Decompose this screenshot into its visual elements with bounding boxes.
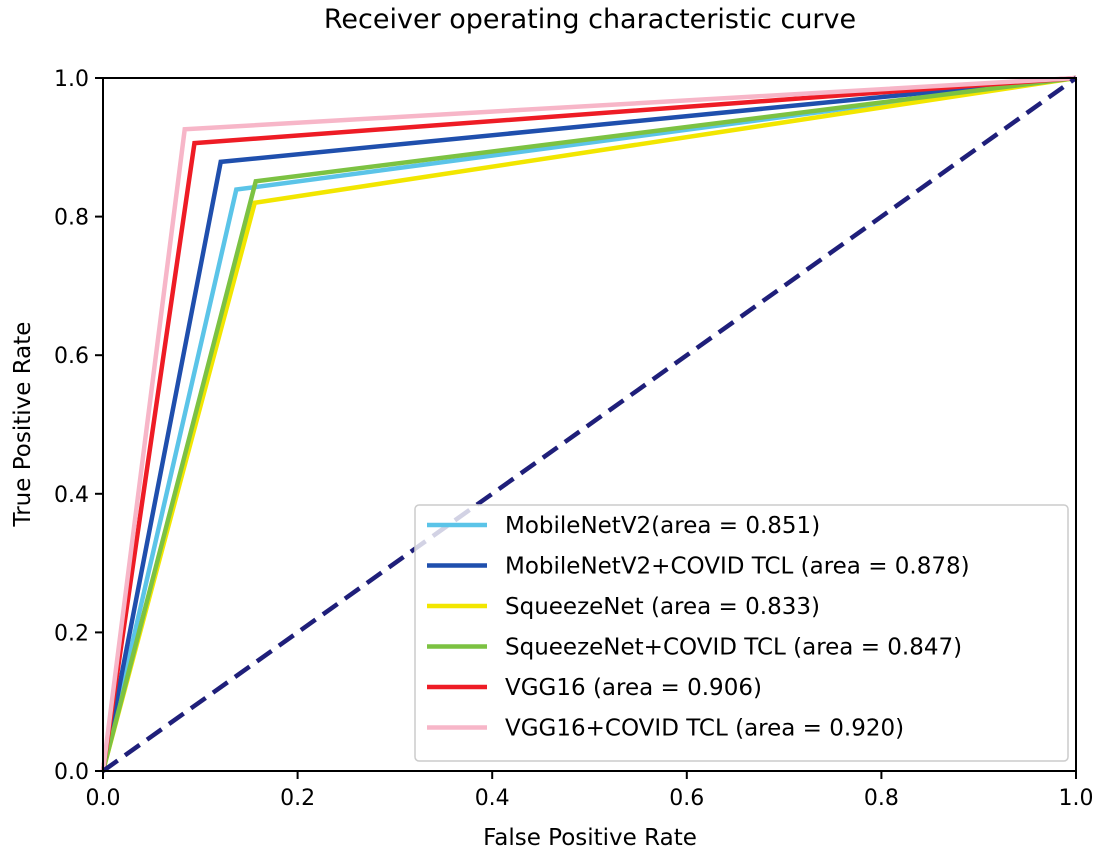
y-tick-label-0: 0.0 xyxy=(54,760,89,785)
legend-box xyxy=(414,504,1069,762)
plot-area xyxy=(100,75,1078,773)
x-tick-label-4: 0.8 xyxy=(864,786,899,811)
legend-label-1: MobileNetV2+COVID TCL (area = 0.878) xyxy=(505,554,970,580)
series-line-3 xyxy=(100,75,1077,772)
x-tick-label-3: 0.6 xyxy=(669,786,704,811)
x-axis-label: False Positive Rate xyxy=(483,825,697,851)
y-tick-label-1: 0.2 xyxy=(54,621,89,646)
legend-label-5: VGG16+COVID TCL (area = 0.920) xyxy=(505,716,904,742)
chart-title: Receiver operating characteristic curve xyxy=(324,4,856,35)
y-tick-label-3: 0.6 xyxy=(54,344,89,369)
x-tick-label-0: 0.0 xyxy=(86,786,121,811)
x-tick-label-1: 0.2 xyxy=(280,786,315,811)
y-tick-label-2: 0.4 xyxy=(54,483,89,508)
series-line-5 xyxy=(100,75,1077,772)
legend-label-2: SqueezeNet (area = 0.833) xyxy=(505,594,820,620)
plot-frame xyxy=(102,77,1077,772)
legend-label-3: SqueezeNet+COVID TCL (area = 0.847) xyxy=(505,635,962,661)
series-line-4 xyxy=(100,75,1077,772)
x-tick-label-2: 0.4 xyxy=(475,786,510,811)
y-tick-label-5: 1.0 xyxy=(54,67,89,92)
y-axis-label: True Positive Rate xyxy=(10,322,36,528)
legend: MobileNetV2(area = 0.851) MobileNetV2+COV… xyxy=(414,504,1069,762)
x-tick-label-5: 1.0 xyxy=(1059,786,1094,811)
series-line-1 xyxy=(100,75,1077,772)
axis-ticks: 0.0 0.2 0.4 0.6 0.8 1.0 0.0 0.2 0.4 0.6 0.8 1.0 xyxy=(54,67,1094,811)
legend-label-0: MobileNetV2(area = 0.851) xyxy=(505,513,820,539)
diagonal-reference-line xyxy=(101,76,1078,773)
y-tick-label-4: 0.8 xyxy=(54,206,89,231)
legend-label-4: VGG16 (area = 0.906) xyxy=(505,675,762,701)
